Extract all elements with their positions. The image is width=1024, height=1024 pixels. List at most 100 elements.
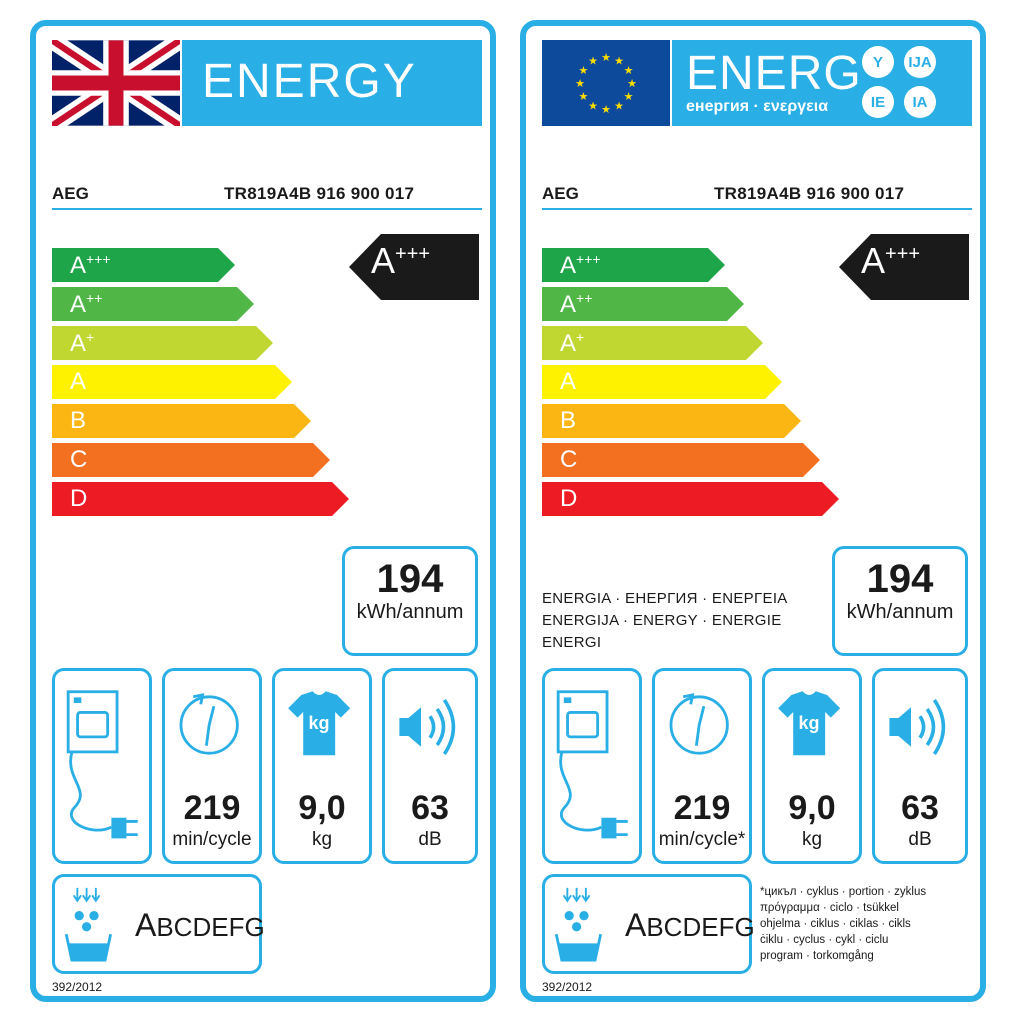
supplier-name: AEG [542,184,579,203]
energy-title-box: ENERGY [182,40,482,126]
eu-star-icon: ★ [614,55,624,67]
cycle-time-value: 219 [673,789,731,827]
kg-icon-label: kg [798,713,820,733]
scale-bar-label: A [560,368,577,395]
cycle-footnote: *цикъл · cyklus · portion · zyklus πρόγρ… [760,884,960,964]
condenser-dryer-plug-icon [556,690,628,839]
scale-bar-ap: A+ [542,326,764,360]
scale-bar-label: A+ [70,329,95,357]
footnote-line: *цикъл · cyklus · portion · zyklus [760,886,927,898]
energy-title: ENERGY [202,55,417,108]
speaker-icon [889,699,946,755]
eu-energy-label: ★ ★ ★ ★ ★ ★ ★ ★ ★ ★ ★ ★ ENERG енергия · ενεργεια Y … [520,20,986,1002]
scale-bar-app: A++ [542,287,745,321]
energy-title-box: ENERG енергия · ενεργεια Y IJA IE IA [672,40,972,126]
noise-value: 63 [411,789,449,827]
scale-bar-appp: A+++ [542,248,726,282]
tshirt-icon [778,691,841,756]
noise-value: 63 [901,789,939,827]
language-bubble-ija: IJA [904,46,936,78]
rating-class: A [861,240,886,281]
regulation-number: 392/2012 [542,980,593,994]
scale-bar-d: D [542,482,840,516]
scale-bar-label: A+++ [560,251,601,279]
energy-consumption-caption: ENERGIA · ЕНЕРГИЯ · ΕΝΕΡΓΕΙΑ ENERGIJA · … [542,588,802,654]
rating-text: A+++ [839,234,969,300]
consumption-unit: kWh/annum [356,601,464,623]
scale-bar-appp: A+++ [52,248,236,282]
scale-bar-a: A [52,365,293,399]
footnote-line: ċiklu · cyclus · cykl · ciclu [760,934,889,946]
supplier-name: AEG [52,184,89,203]
eu-star-icon: ★ [624,65,634,77]
capacity-unit: kg [801,829,823,850]
scale-bar-b: B [542,404,802,438]
eu-flag-icon: ★ ★★★★★★★★★★★ [542,40,670,126]
clock-icon [179,693,239,755]
scale-bar-label: A++ [560,290,593,318]
rating-plus: +++ [395,243,431,265]
cycle-time-value: 219 [183,789,241,827]
footnote-line: ohjelma · ciklus · ciklas · cikls [760,918,911,930]
dryer-type-tile [542,668,642,864]
speaker-icon [399,699,456,755]
consumption-unit: kWh/annum [846,601,954,623]
eu-header: ★ ★ ★ ★ ★ ★ ★ ★ ★ ★ ★ ★ ENERG енергия · ενεργεια Y … [542,40,972,128]
cycle-time-tile: 219 min/cycle* [652,668,752,864]
energy-consumption-box: 194 kWh/annum [342,546,478,656]
capacity-value: 9,0 [298,789,346,827]
clock-icon [669,693,729,755]
scale-bar-label: A++ [70,290,103,318]
eu-star-icon: ★ [575,78,585,90]
scale-bar-label: A+ [560,329,585,357]
model-identifier: TR819A4B 916 900 017 [224,184,415,203]
scale-bar-label: A+++ [70,251,111,279]
scale-bar-a: A [542,365,783,399]
energy-consumption-box: 194 kWh/annum [832,546,968,656]
rating-text: A+++ [349,234,479,300]
supplier-row: AEG TR819A4B 916 900 017 [542,184,972,210]
rating-arrow [349,234,479,300]
eu-star-icon: ★ [579,91,589,103]
consumption-value: 194 [376,557,444,601]
eu-star-icon: ★ [601,104,611,116]
scale-bar-c: C [542,443,821,477]
condensation-efficiency-tile: ABCDEFG [542,874,755,974]
dryer-type-tile [52,668,152,864]
noise-unit: dB [908,829,932,850]
uk-header: ENERGY [52,40,482,128]
scale-bar-label: B [560,407,577,434]
scale-bar-label: D [70,485,88,512]
footnote-line: πρόγραμμα · ciclo · tsükkel [760,902,899,914]
scale-bar-label: B [70,407,87,434]
regulation-number: 392/2012 [52,980,103,994]
energy-subtitle: енергия · ενεργεια [686,98,829,115]
noise-tile: 63 dB [382,668,478,864]
condenser-dryer-plug-icon [66,690,138,839]
efficiency-scale: A+++ A++ A+ A B C D [542,248,862,528]
consumption-value: 194 [866,557,934,601]
language-bubble-ie: IE [862,86,894,118]
condensation-efficiency-tile: ABCDEFG [52,874,265,974]
model-identifier: TR819A4B 916 900 017 [714,184,905,203]
rating-arrow [839,234,969,300]
capacity-value: 9,0 [788,789,836,827]
capacity-tile: kg 9,0 kg [762,668,862,864]
eu-star-icon: ★ [624,91,634,103]
scale-bar-label: C [560,446,578,473]
union-jack-flag-icon [52,40,180,126]
cycle-time-unit: min/cycle* [658,829,746,850]
eu-star-icon: ★ [601,52,611,64]
condensation-class-rest: BCDEFG [646,912,755,942]
noise-tile: 63 dB [872,668,968,864]
eu-star-icon: ★ [614,101,624,113]
scale-bar-label: A [70,368,87,395]
condensation-class-rest: BCDEFG [156,912,265,942]
footnote-line: program · torkomgång [760,950,874,962]
energia-line: ENERGI [542,634,602,651]
eu-star-icon: ★ [579,65,589,77]
noise-unit: dB [418,829,442,850]
energia-line: ENERGIA · ЕНЕРГИЯ · ΕΝΕΡΓΕΙΑ [542,590,788,607]
cycle-time-unit: min/cycle [172,829,252,850]
kg-icon-label: kg [308,713,330,733]
